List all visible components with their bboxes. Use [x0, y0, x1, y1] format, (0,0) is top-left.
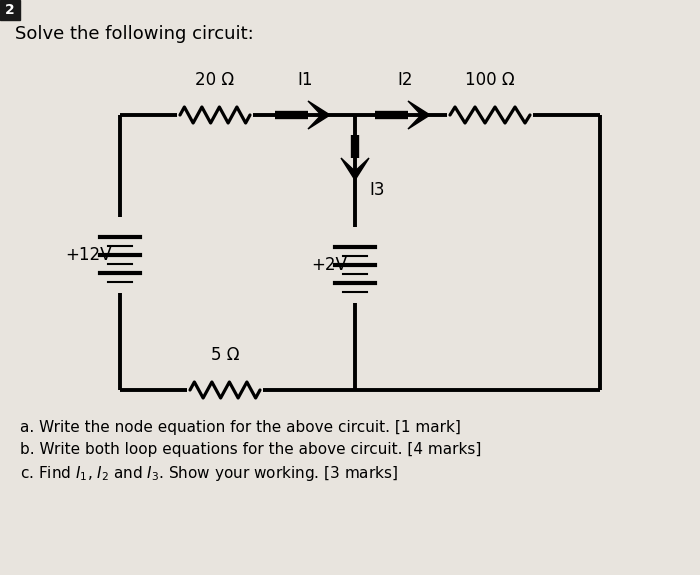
Text: +2V: +2V [311, 256, 347, 274]
Text: c. Find $I_1$, $I_2$ and $I_3$. Show your working. [3 marks]: c. Find $I_1$, $I_2$ and $I_3$. Show you… [20, 464, 398, 483]
Text: +12V: +12V [66, 246, 112, 264]
Text: 5 Ω: 5 Ω [211, 346, 239, 364]
Text: b. Write both loop equations for the above circuit. [4 marks]: b. Write both loop equations for the abo… [20, 442, 482, 457]
Polygon shape [408, 101, 430, 129]
Polygon shape [308, 101, 330, 129]
Text: I3: I3 [369, 181, 384, 199]
Text: 2: 2 [5, 3, 15, 17]
Text: I1: I1 [298, 71, 313, 89]
Text: 100 Ω: 100 Ω [466, 71, 514, 89]
Text: 20 Ω: 20 Ω [195, 71, 234, 89]
Text: Solve the following circuit:: Solve the following circuit: [15, 25, 253, 43]
Bar [0, 0, 20, 20]
Polygon shape [341, 158, 369, 180]
Text: a. Write the node equation for the above circuit. [1 mark]: a. Write the node equation for the above… [20, 420, 461, 435]
Text: I2: I2 [398, 71, 413, 89]
